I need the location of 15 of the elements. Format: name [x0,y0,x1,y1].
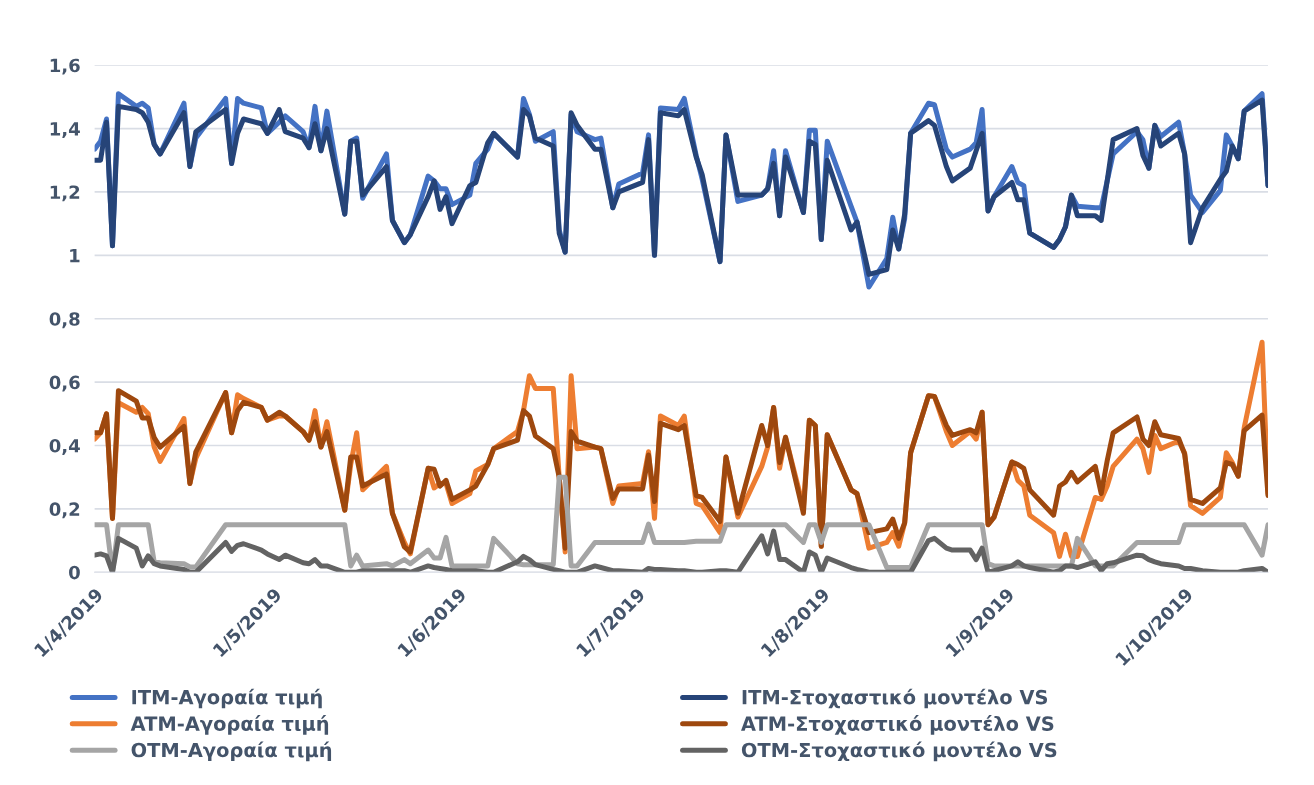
y-tick-label: 0 [69,565,80,580]
legend-label: ATM-Στοχαστικό μοντέλο VS [741,715,1054,735]
legend-label: ITM-Αγοραία τιμή [132,688,322,709]
y-tick-label: 1,6 [50,58,80,75]
y-tick-label: 1 [70,249,80,263]
y-tick-label: 0,4 [49,438,80,455]
legend-label: OTM-Στοχαστικό μοντέλο VS [741,741,1057,762]
legend-label: ITM-Στοχαστικό μοντέλο VS [742,688,1048,709]
y-tick-label: 0,2 [49,502,80,519]
y-tick-label: 1,4 [50,122,80,138]
legend-label: OTM-Αγοραία τιμή [131,741,332,762]
legend-label: ATM-Αγοραία τιμή [130,715,329,735]
y-tick-label: 0,6 [49,375,80,392]
y-tick-label: 1,2 [50,185,80,202]
y-tick-label: 0,8 [49,312,80,329]
